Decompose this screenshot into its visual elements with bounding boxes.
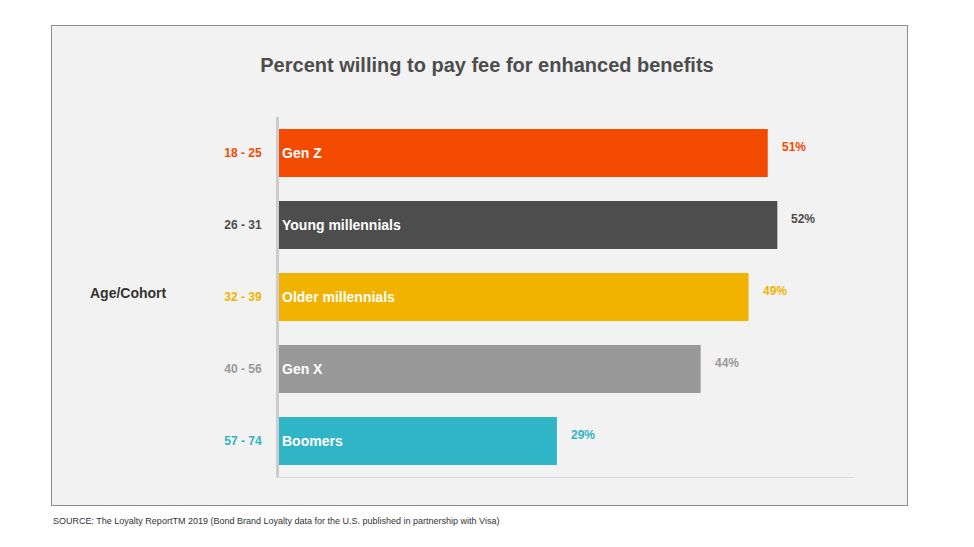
svg-text:26 - 31: 26 - 31 [224, 218, 262, 232]
svg-text:29%: 29% [571, 428, 595, 442]
svg-text:32 - 39: 32 - 39 [224, 290, 262, 304]
svg-text:Boomers: Boomers [282, 433, 343, 449]
svg-text:51%: 51% [782, 140, 806, 154]
svg-text:49%: 49% [763, 284, 787, 298]
svg-text:57 - 74: 57 - 74 [224, 434, 262, 448]
svg-text:18 - 25: 18 - 25 [224, 146, 262, 160]
svg-text:Gen Z: Gen Z [282, 145, 322, 161]
svg-text:44%: 44% [715, 356, 739, 370]
svg-text:Gen X: Gen X [282, 361, 323, 377]
svg-text:Young millennials: Young millennials [282, 217, 401, 233]
svg-text:52%: 52% [791, 212, 815, 226]
svg-text:40 - 56: 40 - 56 [224, 362, 262, 376]
svg-text:Percent willing to pay fee for: Percent willing to pay fee for enhanced … [260, 54, 713, 76]
svg-text:SOURCE: The Loyalty ReportTM 2: SOURCE: The Loyalty ReportTM 2019 (Bond … [53, 516, 499, 526]
svg-text:Older millennials: Older millennials [282, 289, 395, 305]
svg-text:Age/Cohort: Age/Cohort [90, 285, 167, 301]
